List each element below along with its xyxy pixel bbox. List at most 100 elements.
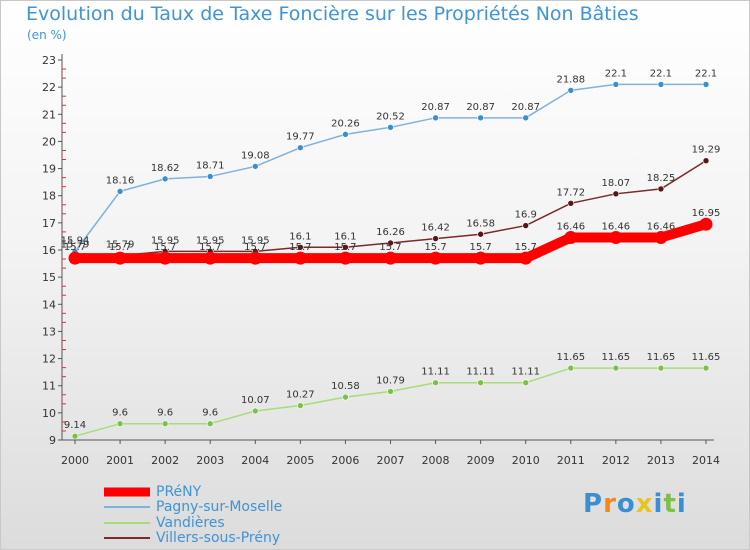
data-label-villers-sous-pr-ny: 17.72: [556, 187, 585, 198]
logo-letter: P: [583, 489, 604, 519]
data-point-pagny-sur-moselle: [522, 114, 530, 122]
data-label-vandi-res: 9.6: [112, 408, 128, 419]
x-tick-label: 2004: [241, 454, 269, 467]
data-point-vandi-res: [477, 379, 484, 387]
x-tick-label: 2003: [196, 454, 224, 467]
data-label-villers-sous-pr-ny: 15.79: [106, 240, 135, 251]
y-tick-label: 11: [42, 380, 56, 393]
data-label-pagny-sur-moselle: 15.94: [61, 236, 90, 247]
data-point-villers-sous-pr-ny: [477, 230, 484, 238]
legend-swatch-villers: [104, 537, 150, 540]
data-label-pr-ny: 15.7: [244, 242, 266, 253]
legend-swatch-pagny: [104, 506, 150, 509]
data-label-villers-sous-pr-ny: 18.07: [602, 178, 631, 189]
data-label-pr-ny: 15.7: [334, 242, 356, 253]
x-tick-label: 2005: [286, 454, 314, 467]
data-label-pagny-sur-moselle: 19.77: [286, 132, 315, 143]
data-label-vandi-res: 10.27: [286, 390, 315, 401]
data-point-vandi-res: [432, 379, 439, 387]
logo-letter: t: [663, 489, 677, 519]
data-point-villers-sous-pr-ny: [297, 243, 304, 251]
data-point-pr-ny: [609, 231, 623, 245]
data-label-vandi-res: 9.6: [157, 408, 173, 419]
data-label-pagny-sur-moselle: 21.88: [556, 74, 585, 85]
data-label-vandi-res: 10.79: [376, 375, 405, 386]
y-tick-label: 18: [42, 190, 56, 203]
y-tick-label: 12: [42, 353, 56, 366]
data-label-pr-ny: 16.46: [602, 222, 631, 233]
chart-title: Evolution du Taux de Taxe Foncière sur l…: [26, 3, 639, 25]
legend-item-preny: PRéNY: [104, 484, 282, 500]
data-label-vandi-res: 11.65: [602, 352, 631, 363]
data-point-villers-sous-pr-ny: [657, 185, 665, 193]
x-tick-label: 2012: [602, 454, 630, 467]
x-tick-label: 2013: [647, 454, 675, 467]
y-tick-label: 17: [42, 217, 56, 230]
data-label-pr-ny: 15.7: [289, 242, 311, 253]
data-label-vandi-res: 11.11: [421, 367, 450, 378]
data-label-vandi-res: 9.14: [64, 420, 86, 431]
data-point-pr-ny: [293, 251, 307, 265]
data-point-villers-sous-pr-ny: [432, 235, 439, 242]
data-label-villers-sous-pr-ny: 19.29: [692, 145, 721, 156]
data-point-vandi-res: [71, 432, 79, 440]
y-tick-label: 20: [42, 135, 56, 148]
data-label-pr-ny: 15.7: [109, 242, 131, 253]
data-point-villers-sous-pr-ny: [567, 200, 575, 207]
data-point-pagny-sur-moselle: [206, 173, 214, 180]
data-label-villers-sous-pr-ny: 15.79: [61, 240, 90, 251]
data-label-pr-ny: 15.7: [154, 242, 176, 253]
data-point-vandi-res: [161, 420, 169, 428]
data-label-vandi-res: 11.65: [692, 352, 721, 363]
data-label-villers-sous-pr-ny: 16.42: [421, 223, 450, 234]
data-point-villers-sous-pr-ny: [522, 222, 530, 229]
y-tick-label: 16: [42, 244, 56, 257]
y-tick-label: 14: [42, 298, 56, 311]
data-point-vandi-res: [657, 364, 665, 372]
data-point-pr-ny: [338, 251, 352, 265]
data-point-pagny-sur-moselle: [387, 124, 394, 131]
data-point-pr-ny: [203, 251, 217, 265]
data-label-vandi-res: 10.58: [331, 381, 360, 392]
data-point-vandi-res: [342, 393, 349, 401]
data-label-pr-ny: 15.7: [199, 242, 221, 253]
data-label-pr-ny: 15.7: [424, 242, 446, 253]
data-point-pr-ny: [384, 251, 397, 265]
x-tick-label: 2008: [422, 454, 450, 467]
data-point-pagny-sur-moselle: [342, 131, 349, 138]
x-tick-label: 2002: [151, 454, 179, 467]
data-point-pr-ny: [429, 251, 443, 265]
logo-letter: x: [635, 489, 654, 519]
data-label-pagny-sur-moselle: 20.87: [466, 102, 495, 113]
x-tick-label: 2011: [557, 454, 585, 467]
data-label-pagny-sur-moselle: 20.87: [511, 102, 540, 113]
data-label-pagny-sur-moselle: 18.71: [196, 160, 225, 171]
y-tick-label: 22: [42, 81, 56, 94]
data-label-pagny-sur-moselle: 22.1: [695, 68, 717, 79]
data-point-vandi-res: [387, 388, 394, 395]
data-point-villers-sous-pr-ny: [702, 157, 710, 164]
data-point-pagny-sur-moselle: [612, 81, 620, 88]
logo-letter: r: [603, 489, 617, 519]
y-tick-label: 23: [42, 54, 56, 67]
data-label-pr-ny: 16.95: [692, 208, 721, 219]
y-tick-label: 10: [42, 407, 56, 420]
legend-label: PRéNY: [156, 483, 202, 500]
data-label-villers-sous-pr-ny: 15.95: [151, 235, 180, 246]
data-point-villers-sous-pr-ny: [342, 243, 349, 251]
data-point-vandi-res: [116, 420, 124, 428]
proxiti-logo: Proxiti: [583, 489, 687, 519]
data-label-villers-sous-pr-ny: 16.9: [515, 210, 537, 221]
data-point-pr-ny: [248, 251, 262, 265]
data-label-vandi-res: 11.11: [466, 367, 495, 378]
data-label-pr-ny: 15.7: [470, 242, 492, 253]
legend-item-pagny: Pagny-sur-Moselle: [104, 499, 282, 515]
data-point-pagny-sur-moselle: [251, 163, 259, 170]
data-point-vandi-res: [297, 402, 304, 409]
x-tick-label: 2010: [512, 454, 540, 467]
legend-swatch-preny: [104, 487, 150, 497]
data-label-pr-ny: 16.46: [647, 222, 676, 233]
logo-letter: o: [616, 489, 636, 519]
